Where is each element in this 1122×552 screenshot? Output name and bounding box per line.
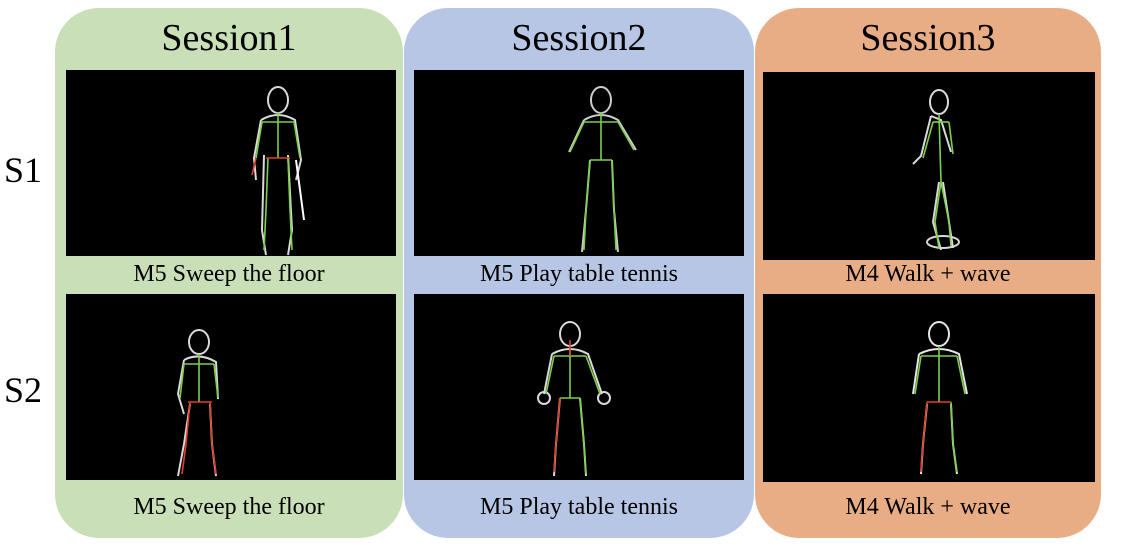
- event-frame-s2: [414, 294, 744, 480]
- skeleton-figure: [537, 321, 611, 477]
- session-title: Session3: [860, 17, 996, 59]
- event-frame-s2: [763, 294, 1095, 482]
- frame-caption: M5 Sweep the floor: [133, 494, 325, 520]
- skeleton-figure: [251, 86, 305, 256]
- session-panel-1: Session1 M5 Swe: [55, 8, 403, 538]
- frame-caption: M5 Play table tennis: [480, 261, 678, 287]
- skeleton-figure: [568, 86, 637, 253]
- event-frame-s1: [763, 72, 1095, 260]
- session-panel-3: Session3 M4 Walk + wave: [755, 8, 1101, 538]
- session-panel-2: Session2 M5 Play table tennis: [404, 8, 754, 538]
- frame-caption: M4 Walk + wave: [845, 494, 1011, 520]
- frame-caption: M5 Play table tennis: [480, 494, 678, 520]
- event-frame-s2: [66, 294, 396, 480]
- event-frame-s1: [414, 70, 744, 256]
- skeleton-figure: [912, 89, 960, 251]
- frame-caption: M4 Walk + wave: [845, 261, 1011, 287]
- skeleton-figure: [176, 329, 219, 477]
- row-label-s1: S1: [4, 150, 43, 190]
- frame-caption: M5 Sweep the floor: [133, 261, 325, 287]
- event-frame-s1: [66, 70, 396, 256]
- row-label-s2: S2: [4, 370, 43, 410]
- skeleton-figure: [912, 321, 968, 475]
- session-title: Session2: [511, 17, 647, 59]
- session-title: Session1: [161, 17, 297, 59]
